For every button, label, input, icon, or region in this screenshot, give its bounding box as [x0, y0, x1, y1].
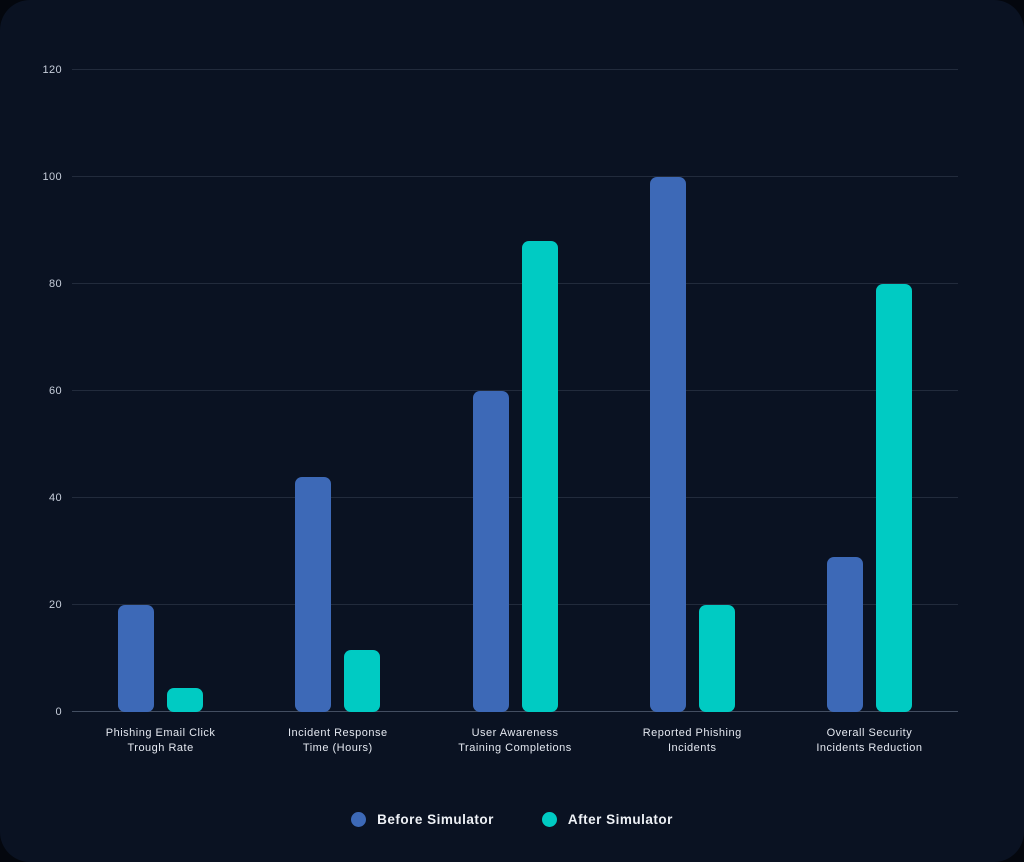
bar-before-simulator-3 [472, 391, 509, 712]
legend-label: After Simulator [567, 812, 673, 827]
bar-after-simulator-2 [344, 650, 381, 712]
x-axis-line [72, 711, 958, 712]
gridline-100 [72, 176, 958, 177]
x-axis-category-labels: Phishing Email Click Trough Rate Incident… [72, 726, 958, 756]
gridline-80 [72, 283, 958, 284]
x-category-label-1: Phishing Email Click Trough Rate [105, 727, 216, 754]
plot-area [72, 69, 958, 712]
bar-group-1 [72, 70, 249, 712]
x-category-label-5: Overall Security Incidents Reduction [816, 727, 923, 754]
legend-dot-icon [351, 812, 367, 827]
bar-before-simulator-1 [118, 605, 155, 712]
y-tick-label-0: 0 [55, 706, 62, 718]
bar-after-simulator-4 [698, 605, 735, 712]
bar-after-simulator-5 [875, 284, 912, 712]
bar-group-4 [604, 70, 781, 712]
gridline-60 [72, 390, 958, 391]
gridline-20 [72, 604, 958, 605]
y-tick-label-40: 40 [48, 492, 62, 504]
bar-group-3 [426, 70, 603, 712]
bar-group-2 [249, 70, 426, 712]
legend-label: Before Simulator [377, 812, 494, 827]
bar-after-simulator-1 [167, 687, 204, 712]
y-tick-label-20: 20 [48, 599, 62, 611]
legend-item-after-simulator[interactable]: After Simulator [541, 812, 673, 827]
bar-before-simulator-4 [649, 177, 686, 712]
bar-before-simulator-5 [826, 556, 863, 712]
y-tick-label-60: 60 [48, 385, 62, 397]
legend: Before Simulator After Simulator [0, 812, 1024, 827]
y-tick-label-100: 100 [42, 171, 62, 183]
legend-dot-icon [541, 812, 557, 827]
bar-groups [72, 70, 958, 712]
x-category-label-4: Reported Phishing Incidents [642, 727, 742, 754]
bar-group-5 [781, 70, 958, 712]
y-axis-tick-labels: 0 20 40 60 80 100 120 [18, 64, 62, 718]
legend-item-before-simulator[interactable]: Before Simulator [351, 812, 494, 827]
x-category-label-2: Incident Response Time (Hours) [287, 727, 388, 754]
bar-before-simulator-2 [295, 476, 332, 712]
x-category-label-3: User Awareness Training Completions [458, 727, 572, 754]
gridline-40 [72, 497, 958, 498]
bar-after-simulator-3 [521, 241, 558, 712]
y-tick-label-120: 120 [42, 64, 62, 76]
y-tick-label-80: 80 [48, 278, 62, 290]
gridline-120 [72, 69, 958, 70]
